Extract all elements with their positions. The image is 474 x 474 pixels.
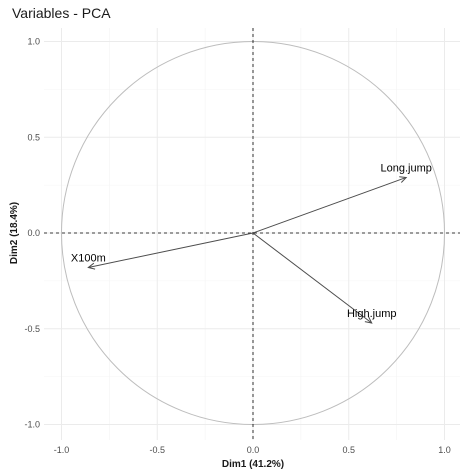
y-tick-label: -1.0 [24, 420, 40, 430]
arrowhead-long-jump [399, 176, 408, 183]
zero-lines [44, 28, 460, 440]
y-tick-label: 0.0 [27, 228, 40, 238]
variable-label-x100m: X100m [71, 252, 106, 264]
arrowhead-x100m [87, 262, 96, 270]
arrow-long-jump [252, 176, 407, 234]
y-axis-label: Dim2 (18.4%) [9, 202, 20, 264]
arrowhead-high-jump [364, 316, 373, 324]
x-tick-label: -0.5 [149, 445, 165, 455]
x-tick-label: 1.0 [438, 445, 451, 455]
variable-label-high-jump: High.jump [347, 308, 397, 320]
y-tick-label: -0.5 [24, 324, 40, 334]
y-tick-label: 1.0 [27, 37, 40, 47]
x-tick-label: -1.0 [54, 445, 70, 455]
y-tick-label: 0.5 [27, 132, 40, 142]
x-axis-label: Dim1 (41.2%) [222, 459, 284, 470]
variable-label-long-jump: Long.jump [381, 162, 432, 174]
variable-arrows: X100m Long.jump High.jump [71, 162, 432, 324]
x-axis-ticks: -1.0 -0.5 0.0 0.5 1.0 [54, 445, 451, 455]
chart-title: Variables - PCA [12, 5, 111, 21]
y-axis-ticks: -1.0 -0.5 0.0 0.5 1.0 [24, 37, 40, 430]
x-tick-label: 0.0 [247, 445, 260, 455]
x-tick-label: 0.5 [342, 445, 355, 455]
arrow-x100m [88, 232, 254, 268]
arrow-high-jump [252, 232, 373, 324]
